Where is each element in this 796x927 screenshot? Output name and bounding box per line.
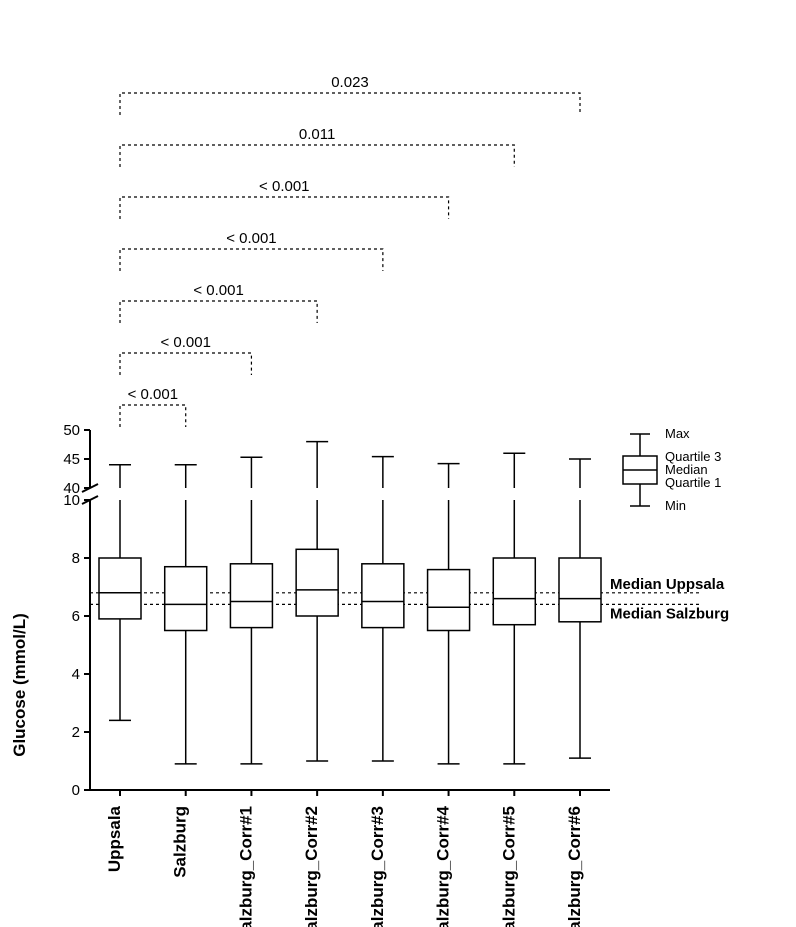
p-value-label: < 0.001 <box>160 334 210 351</box>
box <box>165 567 207 631</box>
p-value-label: < 0.001 <box>128 386 178 403</box>
box <box>559 558 601 622</box>
p-value-label: < 0.001 <box>226 230 276 247</box>
category-label: Salzburg_Corr#4 <box>434 805 453 927</box>
box <box>362 564 404 628</box>
y-tick-label: 2 <box>72 724 80 741</box>
y-tick-label: 50 <box>63 422 80 439</box>
legend-label-min: Min <box>665 498 686 513</box>
significance-bracket <box>120 93 580 115</box>
significance-bracket <box>120 197 449 219</box>
y-tick-label: 8 <box>72 550 80 567</box>
legend-label-max: Max <box>665 426 690 441</box>
y-tick-label: 0 <box>72 782 80 799</box>
p-value-label: 0.011 <box>299 126 335 143</box>
glucose-boxplot: 0246810404550Glucose (mmol/L)Median Upps… <box>0 0 796 927</box>
category-label: Salzburg <box>171 806 190 878</box>
box <box>99 558 141 619</box>
y-tick-label: 40 <box>63 480 80 497</box>
category-label: Salzburg_Corr#5 <box>499 806 518 927</box>
significance-bracket <box>120 405 186 427</box>
box <box>493 558 535 625</box>
box <box>230 564 272 628</box>
category-label: Salzburg_Corr#1 <box>236 806 255 927</box>
median-reference-label: Median Salzburg <box>610 605 729 622</box>
category-label: Salzburg_Corr#6 <box>565 806 584 927</box>
significance-bracket <box>120 353 251 375</box>
p-value-label: < 0.001 <box>193 282 243 299</box>
box <box>296 549 338 616</box>
significance-bracket <box>120 249 383 271</box>
category-label: Uppsala <box>105 805 124 872</box>
significance-bracket <box>120 301 317 323</box>
significance-bracket <box>120 145 514 167</box>
y-tick-label: 4 <box>72 666 80 683</box>
legend-label-q1: Quartile 1 <box>665 475 721 490</box>
median-reference-label: Median Uppsala <box>610 576 725 593</box>
box <box>428 570 470 631</box>
y-axis-label: Glucose (mmol/L) <box>10 613 29 757</box>
y-tick-label: 45 <box>63 451 80 468</box>
p-value-label: 0.023 <box>331 74 369 91</box>
p-value-label: < 0.001 <box>259 178 309 195</box>
category-label: Salzburg_Corr#2 <box>302 806 321 927</box>
category-label: Salzburg_Corr#3 <box>368 806 387 927</box>
y-tick-label: 6 <box>72 608 80 625</box>
